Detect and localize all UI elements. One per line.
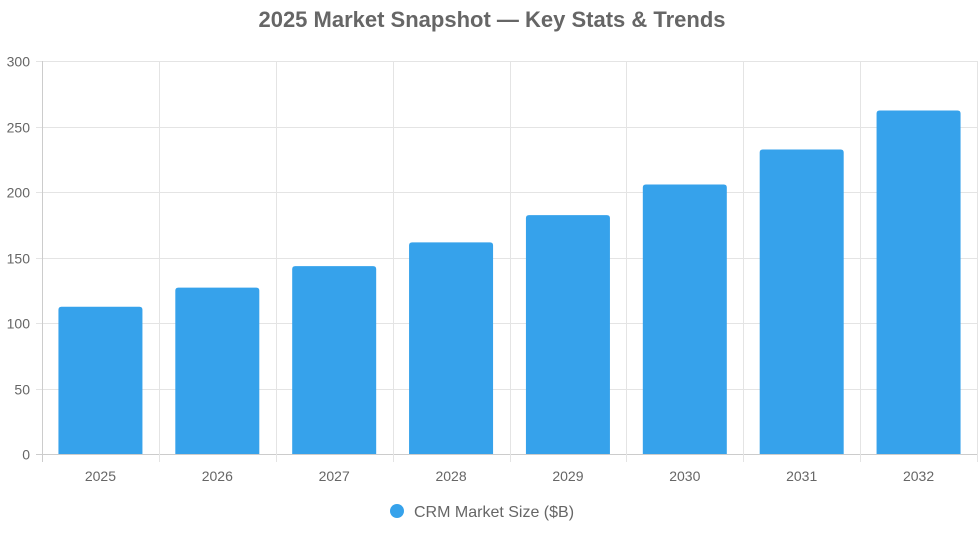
legend-label: CRM Market Size ($B): [414, 504, 574, 521]
x-axis: 2025 2026 2027 2028 2029 2030 2031 2032: [85, 468, 934, 484]
bar-2028: [409, 242, 494, 454]
y-tick-label: 150: [7, 251, 31, 267]
bar-2025: [58, 306, 143, 454]
y-tick-label: 200: [7, 185, 31, 201]
y-tick-label: 0: [22, 447, 30, 463]
x-tick-label: 2029: [552, 468, 583, 484]
y-tick-label: 250: [7, 120, 31, 136]
bar-2031: [759, 149, 844, 454]
x-tick-label: 2026: [202, 468, 233, 484]
y-tick-label: 50: [14, 382, 30, 398]
x-tick-label: 2025: [85, 468, 116, 484]
bar-2030: [642, 184, 727, 454]
bar-2026: [175, 287, 260, 454]
x-tick-label: 2032: [903, 468, 934, 484]
legend-marker: [390, 504, 404, 518]
x-tick-label: 2030: [669, 468, 700, 484]
chart-title: 2025 Market Snapshot — Key Stats & Trend…: [258, 7, 725, 32]
bar-2029: [525, 215, 610, 454]
x-tick-label: 2031: [786, 468, 817, 484]
bar-2032: [876, 110, 961, 454]
bar-2027: [292, 266, 377, 454]
x-tick-label: 2028: [435, 468, 466, 484]
y-axis: 0 50 100 150 200 250 300: [7, 54, 31, 463]
x-tick-label: 2027: [319, 468, 350, 484]
legend[interactable]: CRM Market Size ($B): [390, 504, 574, 521]
y-tick-label: 300: [7, 54, 31, 70]
bars: [58, 110, 961, 454]
y-tick-label: 100: [7, 316, 31, 332]
